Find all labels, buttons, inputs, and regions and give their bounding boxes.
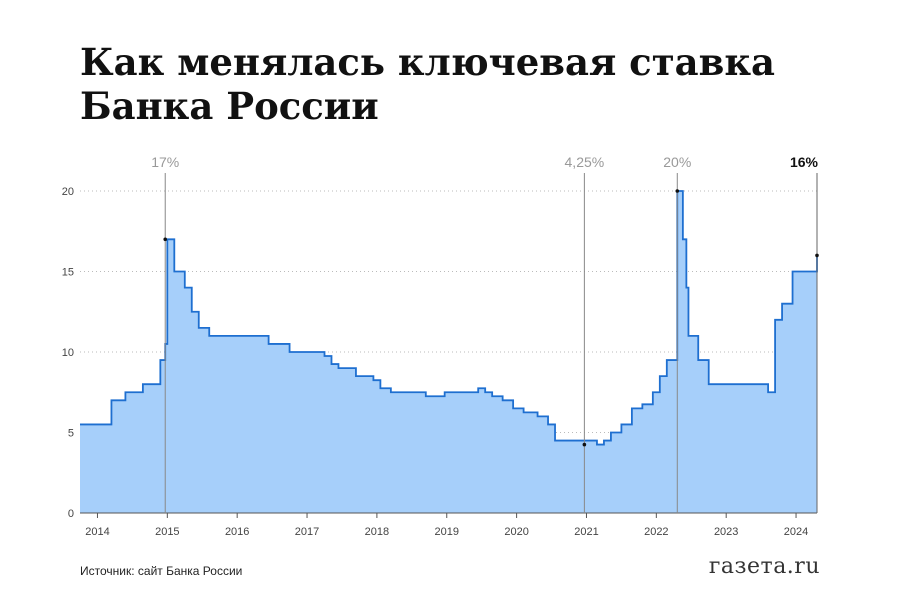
rate-line xyxy=(80,190,818,446)
y-tick-label: 15 xyxy=(62,267,74,279)
annotation-label: 4,25% xyxy=(565,154,605,170)
title-line-1: Как менялась ключевая ставка xyxy=(80,40,776,84)
x-tick-label: 2015 xyxy=(155,526,179,538)
annotation-label: 16% xyxy=(790,154,819,170)
y-tick-label: 5 xyxy=(68,428,74,440)
rate-area xyxy=(80,191,817,513)
x-tick-label: 2021 xyxy=(574,526,598,538)
title-line-2: Банка России xyxy=(80,84,379,128)
annotation-label: 20% xyxy=(663,154,691,170)
annotation-point xyxy=(582,442,587,447)
x-tick-label: 2016 xyxy=(225,526,249,538)
annotation-point xyxy=(675,189,680,193)
source-note: Источник: сайт Банка России xyxy=(80,564,243,578)
x-tick-label: 2020 xyxy=(504,526,528,538)
annotation-point xyxy=(815,253,819,258)
annotation-label: 17% xyxy=(151,154,179,170)
x-tick-label: 2014 xyxy=(85,526,109,538)
x-tick-label: 2022 xyxy=(644,526,668,538)
chart-title: Как менялась ключевая ставка Банка Росси… xyxy=(80,40,840,128)
gazeta-logo: газета.ru xyxy=(708,554,820,579)
x-tick-label: 2023 xyxy=(714,526,738,538)
x-tick-label: 2017 xyxy=(295,526,319,538)
y-tick-label: 0 xyxy=(68,508,74,520)
y-tick-label: 10 xyxy=(62,347,74,359)
x-tick-label: 2019 xyxy=(435,526,459,538)
annotation-point xyxy=(163,237,168,242)
x-tick-label: 2024 xyxy=(784,526,808,538)
x-tick-label: 2018 xyxy=(365,526,389,538)
y-tick-label: 20 xyxy=(62,186,74,198)
